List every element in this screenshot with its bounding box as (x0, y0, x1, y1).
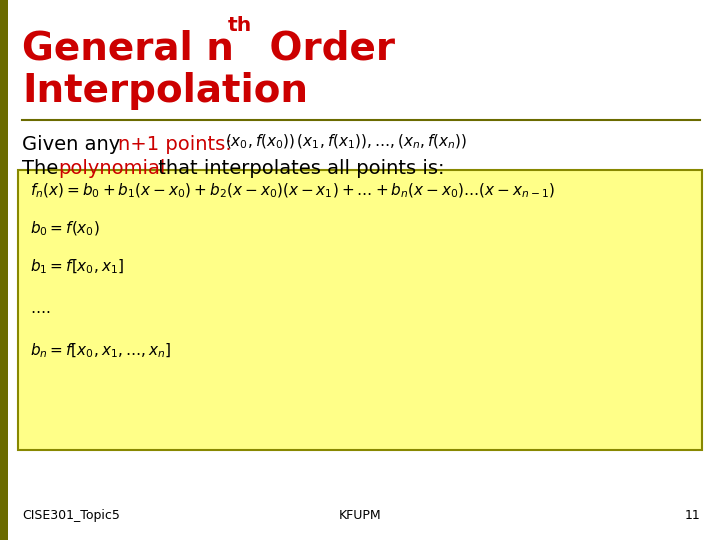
Bar (18, 170, 702, 450)
Text: 11: 11 (684, 509, 700, 522)
Text: polynomial: polynomial (58, 159, 166, 178)
Text: KFUPM: KFUPM (338, 509, 382, 522)
Text: The: The (22, 159, 65, 178)
Text: $f_n(x) = b_0 + b_1(x - x_0) + b_2(x - x_0)(x - x_1) + \ldots + b_n(x - x_0)\ldo: $f_n(x) = b_0 + b_1(x - x_0) + b_2(x - x… (30, 182, 555, 200)
Text: that interpolates all points is:: that interpolates all points is: (152, 159, 444, 178)
Text: General n: General n (22, 30, 234, 68)
Text: Interpolation: Interpolation (22, 72, 308, 110)
Text: CISE301_Topic5: CISE301_Topic5 (22, 509, 120, 522)
Bar (0, 0, 8, 540)
Text: n+1 points:: n+1 points: (118, 135, 232, 154)
Text: Given any: Given any (22, 135, 127, 154)
Text: $b_1 = f[x_0, x_1]$: $b_1 = f[x_0, x_1]$ (30, 258, 124, 276)
Text: Order: Order (256, 30, 395, 68)
Text: $b_n = f[x_0, x_1, \ldots, x_n]$: $b_n = f[x_0, x_1, \ldots, x_n]$ (30, 342, 171, 360)
Text: $(x_0, f(x_0))\,(x_1, f(x_1)),\ldots,(x_n, f(x_n))$: $(x_0, f(x_0))\,(x_1, f(x_1)),\ldots,(x_… (225, 133, 467, 151)
Text: $\ldots.$: $\ldots.$ (30, 302, 50, 316)
Text: th: th (228, 16, 252, 35)
Text: $b_0 = f(x_0)$: $b_0 = f(x_0)$ (30, 220, 100, 238)
